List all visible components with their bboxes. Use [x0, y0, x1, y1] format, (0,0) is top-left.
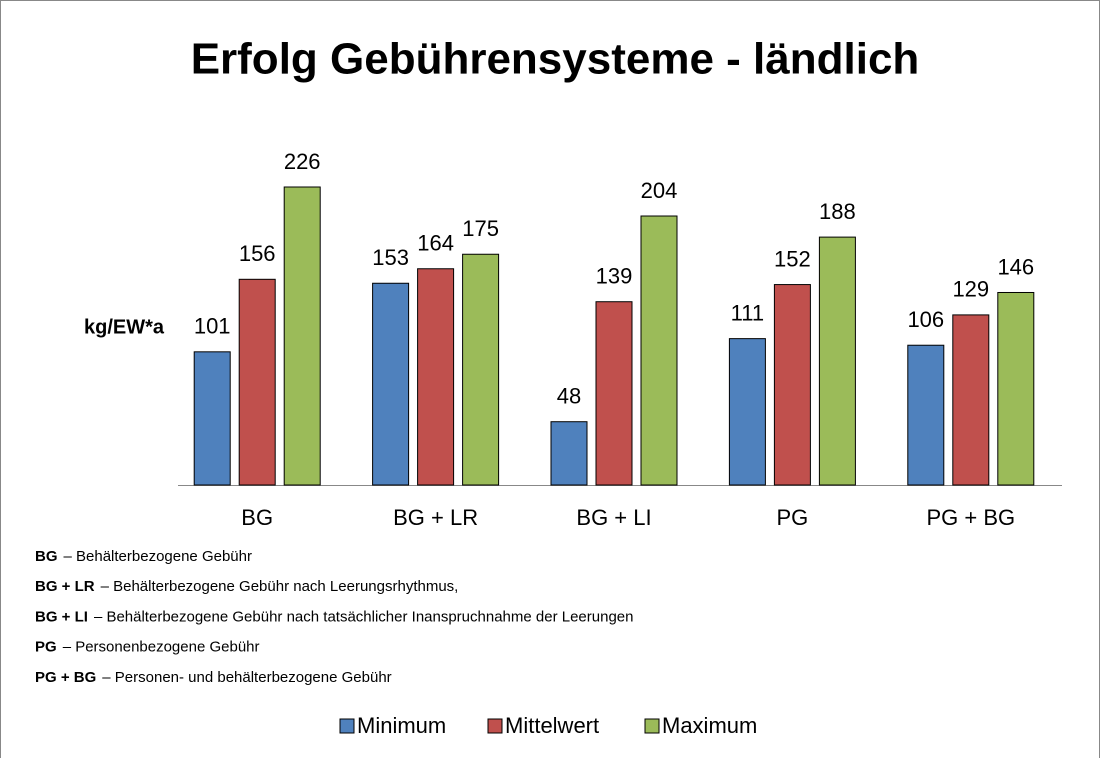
- data-label: 153: [372, 245, 409, 270]
- legend-label: Minimum: [357, 713, 446, 738]
- note: BG + LR – Behälterbezogene Gebühr nach Le…: [35, 578, 458, 595]
- x-tick-label: BG + LI: [576, 505, 651, 530]
- data-label: 129: [952, 277, 989, 302]
- note-abbr: BG + LR: [35, 578, 95, 595]
- note-abbr: BG + LI: [35, 608, 88, 625]
- bar: [550, 421, 588, 486]
- bar: [952, 314, 990, 486]
- data-label: 139: [596, 264, 633, 289]
- data-label: 111: [731, 300, 764, 325]
- note-abbr: PG + BG: [35, 669, 96, 686]
- note-text: – Behälterbezogene Gebühr nach tatsächli…: [94, 608, 634, 625]
- bar: [728, 338, 766, 486]
- bar: [417, 268, 455, 486]
- bar: [462, 253, 500, 486]
- chart-title: Erfolg Gebührensysteme - ländlich: [191, 35, 920, 84]
- bar: [238, 278, 276, 486]
- data-label: 204: [641, 178, 678, 203]
- data-label: 175: [462, 216, 499, 241]
- bar: [283, 186, 321, 486]
- legend-swatch: [487, 718, 503, 734]
- note: BG – Behälterbezogene Gebühr: [35, 548, 252, 565]
- bar: [372, 282, 410, 486]
- data-label: 106: [907, 307, 944, 332]
- bar: [595, 301, 633, 486]
- note-abbr: PG: [35, 639, 57, 656]
- data-label: 164: [417, 231, 454, 256]
- x-tick-label: PG: [777, 505, 809, 530]
- bar: [640, 215, 678, 486]
- bar: [997, 291, 1035, 486]
- note: BG + LI – Behälterbezogene Gebühr nach ta…: [35, 608, 633, 625]
- data-label: 48: [557, 384, 581, 409]
- legend-label: Maximum: [662, 713, 757, 738]
- legend-swatch: [644, 718, 660, 734]
- x-tick-label: BG: [241, 505, 273, 530]
- bar: [907, 344, 945, 486]
- data-label: 156: [239, 241, 276, 266]
- x-tick-label: PG + BG: [926, 505, 1015, 530]
- legend-label: Mittelwert: [505, 713, 599, 738]
- data-label: 146: [997, 254, 1034, 279]
- note-abbr: BG: [35, 548, 58, 565]
- note-text: – Behälterbezogene Gebühr: [64, 548, 252, 565]
- bar: [818, 236, 856, 486]
- note-text: – Personen- und behälterbezogene Gebühr: [102, 669, 391, 686]
- bar: [193, 351, 231, 486]
- bar: [773, 284, 811, 486]
- x-tick-label: BG + LR: [393, 505, 478, 530]
- data-label: 188: [819, 199, 856, 224]
- y-axis-label: kg/EW*a: [84, 316, 165, 338]
- note: PG – Personenbezogene Gebühr: [35, 639, 260, 656]
- note: PG + BG – Personen- und behälterbezogene …: [35, 669, 392, 686]
- note-text: – Behälterbezogene Gebühr nach Leerungsr…: [101, 578, 459, 595]
- data-label: 226: [284, 149, 321, 174]
- legend-swatch: [339, 718, 355, 734]
- data-label: 152: [774, 246, 811, 271]
- data-label: 101: [194, 314, 231, 339]
- note-text: – Personenbezogene Gebühr: [63, 639, 260, 656]
